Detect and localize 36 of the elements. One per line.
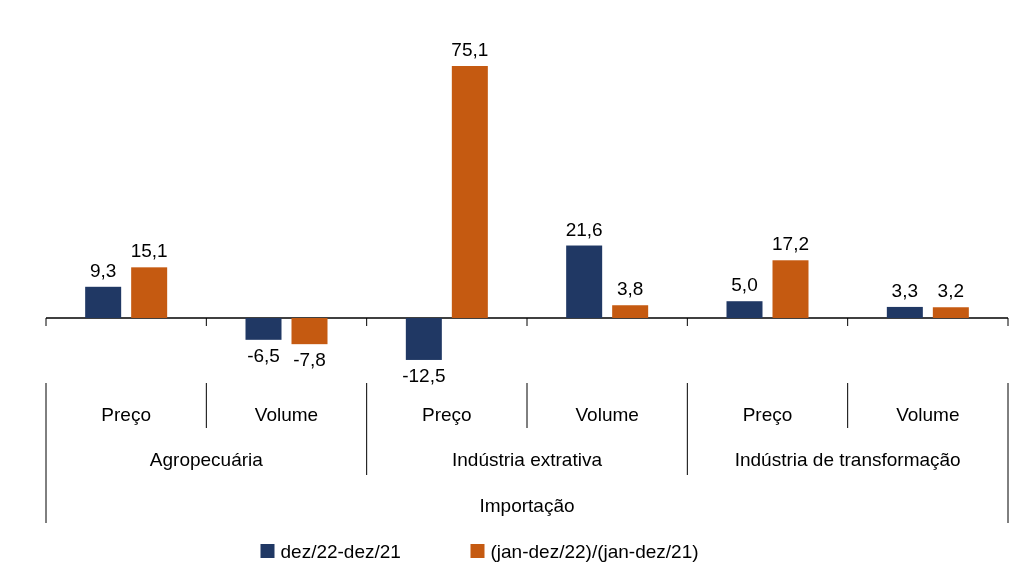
bar — [85, 286, 122, 318]
bar — [772, 260, 809, 318]
data-label: 75,1 — [451, 39, 489, 60]
bar — [291, 318, 328, 345]
data-label: -6,5 — [247, 344, 280, 366]
bar — [726, 301, 763, 318]
text: Importação — [479, 495, 575, 516]
data-label: 9,3 — [89, 259, 117, 281]
bar — [131, 267, 168, 318]
x-tick-label: Volume — [575, 404, 639, 425]
x-tick-label: Preço — [422, 404, 472, 425]
bar — [405, 318, 442, 360]
bar — [566, 245, 603, 318]
data-label: 3,8 — [616, 278, 644, 300]
text: Indústria extrativa — [452, 449, 603, 470]
x-tick-label: Preço — [101, 404, 151, 425]
bar — [932, 307, 969, 318]
data-label: 5,0 — [731, 274, 758, 296]
x-tick-label: Preço — [742, 404, 793, 425]
legend-label: dez/22-dez/21 — [280, 541, 401, 562]
bar — [245, 318, 282, 340]
x-tick-label: Volume — [254, 404, 319, 425]
bar — [451, 66, 488, 318]
data-label: 3,3 — [891, 279, 919, 301]
x-tick-label: Volume — [896, 404, 960, 425]
data-label: 15,1 — [130, 240, 168, 262]
data-label: 17,2 — [772, 233, 809, 255]
text: Agropecuária — [149, 449, 264, 470]
data-label: 21,6 — [565, 218, 603, 240]
text: Indústria de transformação — [734, 449, 961, 470]
bar — [886, 306, 923, 318]
legend-label: (jan-dez/22)/(jan-dez/21) — [490, 541, 699, 562]
data-label: -7,8 — [293, 349, 326, 371]
data-label: 3,2 — [937, 280, 965, 302]
data-label: -12,5 — [402, 364, 446, 386]
bar — [612, 305, 649, 318]
